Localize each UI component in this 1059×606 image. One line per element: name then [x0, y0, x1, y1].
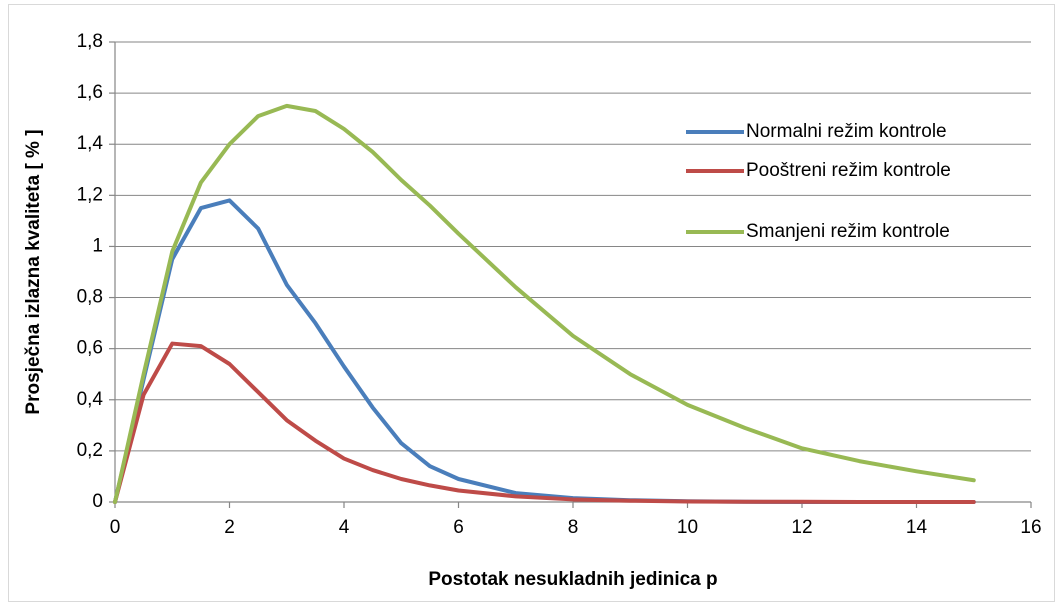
x-axis-label: Postotak nesukladnih jedinica p: [428, 569, 717, 590]
legend-label: Normalni režim kontrole: [746, 121, 947, 142]
x-tick-label: 0: [110, 517, 121, 538]
x-tick-label: 8: [568, 517, 579, 538]
series-line: [113, 341, 976, 504]
y-tick-label: 0,4: [77, 389, 104, 410]
series-line: [113, 103, 976, 504]
y-tick-label: 1,8: [77, 31, 103, 52]
legend-label: Pooštreni režim kontrole: [746, 160, 951, 181]
y-tick-label: 0,2: [77, 440, 103, 461]
y-tick-label: 0,6: [77, 338, 103, 359]
y-tick-label: 1,4: [77, 133, 104, 154]
y-tick-label: 0: [92, 491, 103, 512]
y-tick-label: 1,2: [77, 184, 103, 205]
x-tick-label: 10: [677, 517, 698, 538]
x-tick-label: 4: [339, 517, 350, 538]
x-tick-label: 16: [1020, 517, 1041, 538]
x-tick-label: 12: [791, 517, 812, 538]
x-tick-label: 2: [224, 517, 235, 538]
x-tick-label: 14: [906, 517, 928, 538]
y-tick-label: 0,8: [77, 287, 103, 308]
y-tick-label: 1: [92, 235, 103, 256]
x-tick-label: 6: [453, 517, 464, 538]
legend-label: Smanjeni režim kontrole: [746, 221, 950, 242]
y-axis-label: Prosječna izlazna kvaliteta [ % ]: [23, 129, 44, 414]
y-tick-label: 1,6: [77, 82, 103, 103]
